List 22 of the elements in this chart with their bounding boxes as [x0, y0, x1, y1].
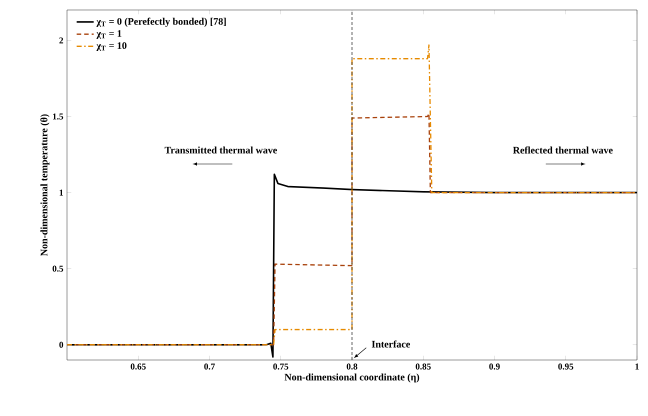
x-tick-label: 0.7: [204, 364, 215, 370]
x-tick-label: 0.65: [130, 364, 146, 370]
legend-label: χ$_{T}$ = 10: [96, 42, 126, 51]
y-axis-title: Non-dimensional temperature (θ): [40, 114, 50, 256]
ref-line-label: Interface: [372, 340, 410, 348]
legend-label: χ$_{T}$ = 1: [96, 30, 122, 39]
y-tick-label: 0: [59, 342, 64, 348]
y-tick-label: 1: [60, 190, 64, 196]
x-tick-label: 0.95: [558, 364, 574, 370]
legend-label: χ$_{T}$ = 0 (Perefectly bonded) [78]: [96, 18, 226, 27]
annotation: Transmitted thermal wave: [164, 146, 277, 154]
x-tick-label: 0.85: [416, 364, 431, 370]
y-tick-label: 2: [59, 37, 64, 44]
x-axis-title: Non-dimensional coordinate (η): [284, 373, 420, 382]
y-tick-label: 0.5: [52, 266, 64, 272]
x-tick-label: 0.9: [489, 364, 500, 370]
x-tick-label: 1: [635, 364, 639, 370]
x-tick-label: 0.75: [273, 364, 288, 370]
y-tick-label: 1.5: [52, 113, 64, 120]
annotation: Reflected thermal wave: [513, 146, 613, 154]
line-series: [67, 44, 638, 346]
x-tick-label: 0.8: [346, 364, 358, 370]
